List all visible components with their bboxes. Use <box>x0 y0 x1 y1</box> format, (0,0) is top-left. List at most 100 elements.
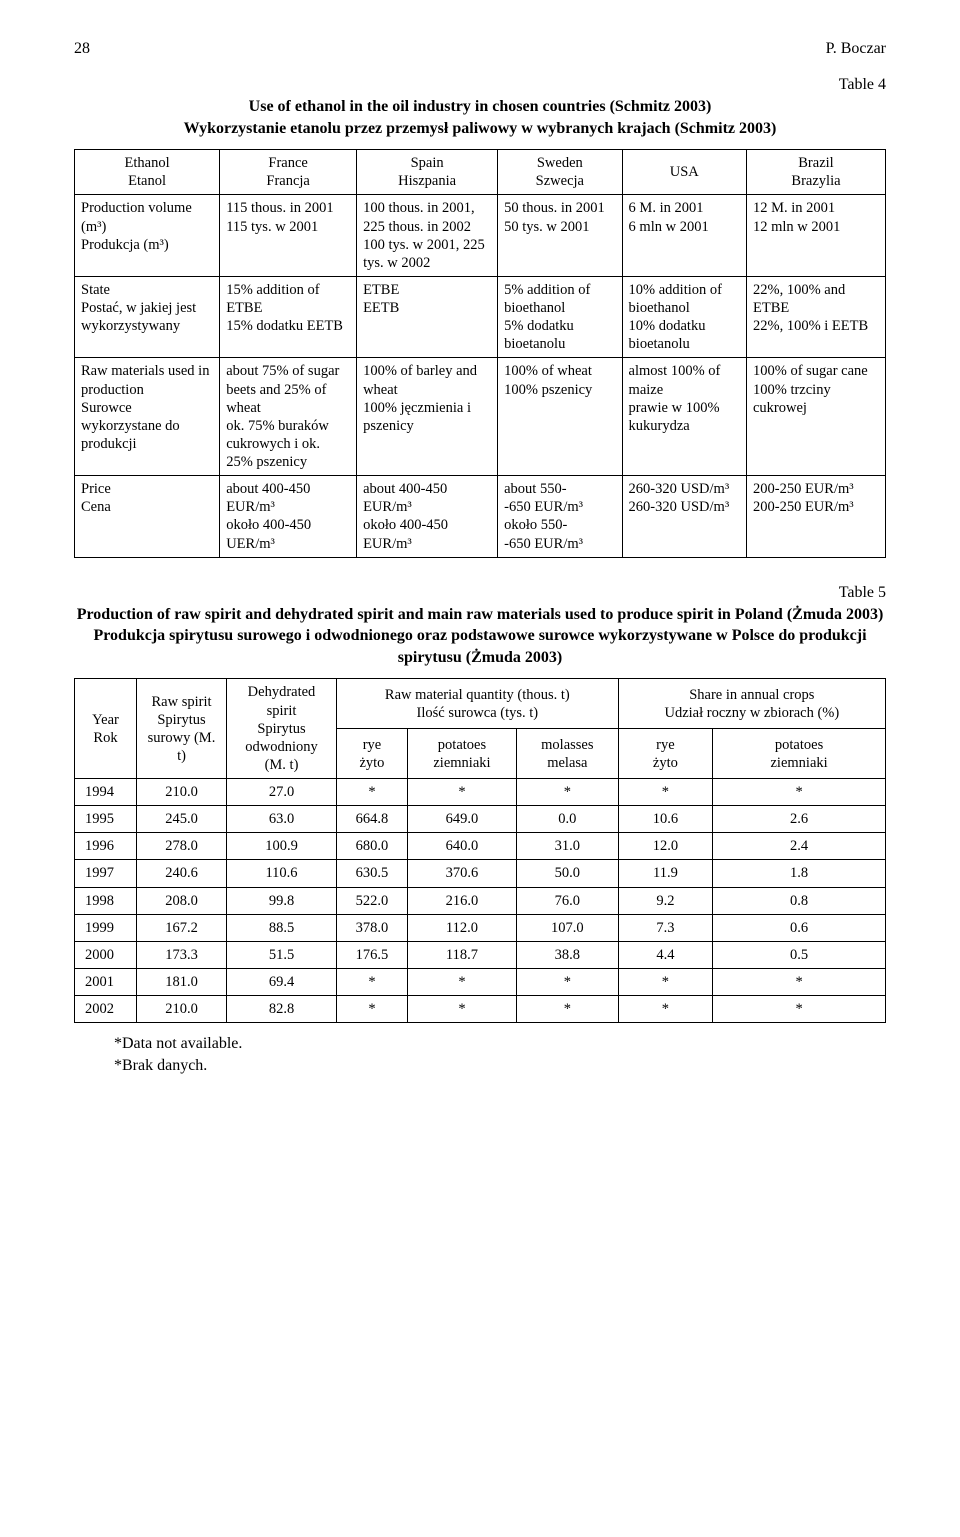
table5-cell: 210.0 <box>137 779 227 806</box>
table-row: StatePostać, w jakiej jest wykorzystywan… <box>75 276 886 358</box>
foot-pl: *Brak danych. <box>114 1057 207 1074</box>
table5-cell: * <box>407 779 516 806</box>
table5-cell: 27.0 <box>227 779 337 806</box>
table4-cell: about 75% of sugar beets and 25% of whea… <box>220 358 357 476</box>
table5-cell: 112.0 <box>407 914 516 941</box>
table5-cell: 76.0 <box>517 887 619 914</box>
table5-cell: * <box>517 968 619 995</box>
table4-cell: 100% of sugar cane100% trzciny cukrowej <box>746 358 885 476</box>
th-en: Year <box>92 712 119 728</box>
table4-cell: 15% addition of ETBE15% dodatku EETB <box>220 276 357 358</box>
t5-h-year: Year Rok <box>75 679 137 779</box>
table4-cell: 10% addition of bioethanol10% dodatku bi… <box>622 276 746 358</box>
th-pl: Spirytus odwodniony (M. t) <box>245 721 318 773</box>
table4-cell: 200-250 EUR/m³200-250 EUR/m³ <box>746 476 885 558</box>
rowlabel-pl: Cena <box>81 499 111 515</box>
th-pl: ziemniaki <box>770 755 827 771</box>
page-author: P. Boczar <box>826 40 886 58</box>
th-pl: Ilość surowca (tys. t) <box>417 705 539 721</box>
table5-cell: 1998 <box>75 887 137 914</box>
table-row: 2002210.082.8***** <box>75 996 886 1023</box>
table5-cell: 181.0 <box>137 968 227 995</box>
table-row: 1998208.099.8522.0216.076.09.20.8 <box>75 887 886 914</box>
table5-label: Table 5 <box>74 584 886 602</box>
table5-cell: 522.0 <box>337 887 408 914</box>
foot-en: *Data not available. <box>114 1035 242 1052</box>
table4-cell: almost 100% of maizeprawie w 100% kukury… <box>622 358 746 476</box>
table4-rowlabel: Raw materials used in productionSurowce … <box>75 358 220 476</box>
th-en: Share in annual crops <box>689 687 814 703</box>
table5-cell: * <box>713 779 886 806</box>
table4: Ethanol Etanol France Francja Spain Hisz… <box>74 149 886 558</box>
th-pl: ziemniaki <box>433 755 490 771</box>
table-row: Raw materials used in productionSurowce … <box>75 358 886 476</box>
t5-h-share: Share in annual crops Udział roczny w zb… <box>618 679 885 729</box>
th-pl: Spirytus surowy (M. t) <box>148 712 216 764</box>
table4-cell: 5% addition of bioethanol5% dodatku bioe… <box>498 276 622 358</box>
table4-cell: 6 M. in 20016 mln w 2001 <box>622 195 746 277</box>
th-en: potatoes <box>775 737 823 753</box>
table4-h5: Brazil Brazylia <box>746 150 885 195</box>
table4-h2: Spain Hiszpania <box>357 150 498 195</box>
table5-cell: 370.6 <box>407 860 516 887</box>
table-row: Price Cena about 400-450 EUR/m³około 400-4… <box>75 476 886 558</box>
table5-cell: 245.0 <box>137 806 227 833</box>
th-pl: Szwecja <box>536 173 584 189</box>
table-row: 1994210.027.0***** <box>75 779 886 806</box>
table5-cell: 664.8 <box>337 806 408 833</box>
table4-cell: ETBEEETB <box>357 276 498 358</box>
th-en: Spain <box>411 155 444 171</box>
table5-cell: 1997 <box>75 860 137 887</box>
th-en: Dehydrated spirit <box>248 684 316 718</box>
th-en: Raw material quantity (thous. t) <box>385 687 570 703</box>
t5-h-qty: Raw material quantity (thous. t) Ilość s… <box>337 679 619 729</box>
table5-cell: * <box>618 779 712 806</box>
table5-cell: * <box>517 996 619 1023</box>
table4-rowlabel: StatePostać, w jakiej jest wykorzystywan… <box>75 276 220 358</box>
table5-cell: 11.9 <box>618 860 712 887</box>
th-pl: Rok <box>93 730 117 746</box>
table5-title-pl: Produkcja spirytusu surowego i odwodnion… <box>93 627 866 666</box>
table5-cell: 88.5 <box>227 914 337 941</box>
table4-h0: Ethanol Etanol <box>75 150 220 195</box>
table5-cell: * <box>618 996 712 1023</box>
th-pl: Francja <box>266 173 309 189</box>
table5-cell: 2002 <box>75 996 137 1023</box>
table5-cell: 2.4 <box>713 833 886 860</box>
table4-rowlabel: Production volume (m³)Produkcja (m³) <box>75 195 220 277</box>
table5-cell: 0.5 <box>713 941 886 968</box>
table4-cell: about 400-450 EUR/m³około 400-450 UER/m³ <box>220 476 357 558</box>
th-en: Sweden <box>537 155 583 171</box>
table5-cell: 4.4 <box>618 941 712 968</box>
table-row: Production volume (m³)Produkcja (m³)115 … <box>75 195 886 277</box>
table4-title-en: Use of ethanol in the oil industry in ch… <box>249 98 712 115</box>
table4-rowlabel: Price Cena <box>75 476 220 558</box>
table5-cell: 1999 <box>75 914 137 941</box>
th-pl: Etanol <box>128 173 166 189</box>
rowlabel-en: Price <box>81 481 111 497</box>
table5-cell: 100.9 <box>227 833 337 860</box>
page-number: 28 <box>74 40 90 58</box>
table5-cell: 216.0 <box>407 887 516 914</box>
table-row: 1999167.288.5378.0112.0107.07.30.6 <box>75 914 886 941</box>
table4-cell: about 550--650 EUR/m³około 550--650 EUR/… <box>498 476 622 558</box>
table5-cell: 69.4 <box>227 968 337 995</box>
table5-cell: 0.0 <box>517 806 619 833</box>
t5-h-deh: Dehydrated spirit Spirytus odwodniony (M… <box>227 679 337 779</box>
table5-cell: 10.6 <box>618 806 712 833</box>
table5-cell: 278.0 <box>137 833 227 860</box>
table4-cell: about 400-450 EUR/m³około 400-450 EUR/m³ <box>357 476 498 558</box>
t5-h-pot1: potatoes ziemniaki <box>407 729 516 779</box>
table5-cell: 240.6 <box>137 860 227 887</box>
table4-cell: 100% of wheat100% pszenicy <box>498 358 622 476</box>
rowlabel-pl: Surowce wykorzystane do produkcji <box>81 400 180 452</box>
table5: Year Rok Raw spirit Spirytus surowy (M. … <box>74 678 886 1023</box>
rowlabel-en: Raw materials used in production <box>81 363 209 397</box>
th-pl: Brazylia <box>791 173 840 189</box>
t5-h-mol: molasses melasa <box>517 729 619 779</box>
table5-cell: 107.0 <box>517 914 619 941</box>
table5-cell: * <box>407 996 516 1023</box>
table4-title: Use of ethanol in the oil industry in ch… <box>74 96 886 139</box>
th-pl: Hiszpania <box>398 173 456 189</box>
table4-h1: France Francja <box>220 150 357 195</box>
